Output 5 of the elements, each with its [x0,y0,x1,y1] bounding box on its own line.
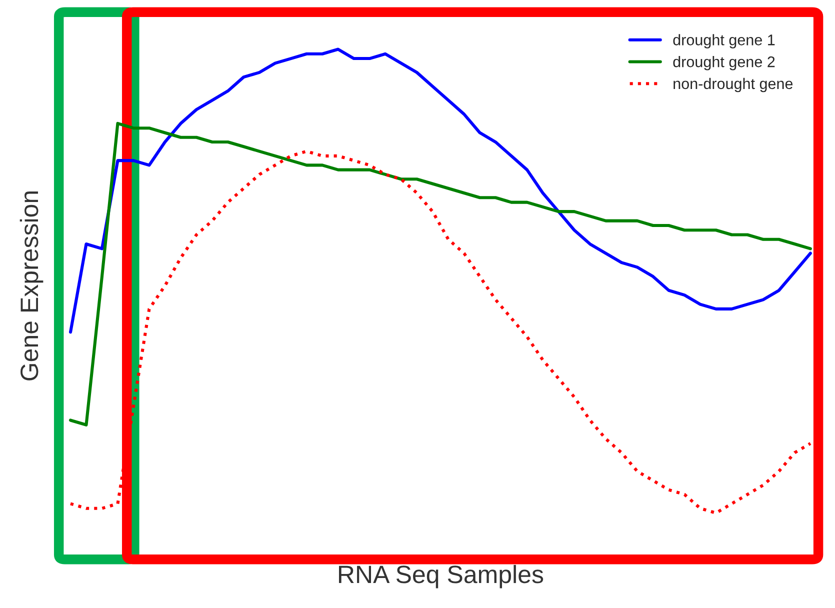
legend-label: non-drought gene [674,78,793,92]
legend-label: drought gene 1 [673,34,775,48]
x-axis-title: RNA Seq Samples [338,564,544,588]
legend-label: drought gene 2 [673,56,775,70]
y-axis-title: Gene Expression [20,191,44,380]
